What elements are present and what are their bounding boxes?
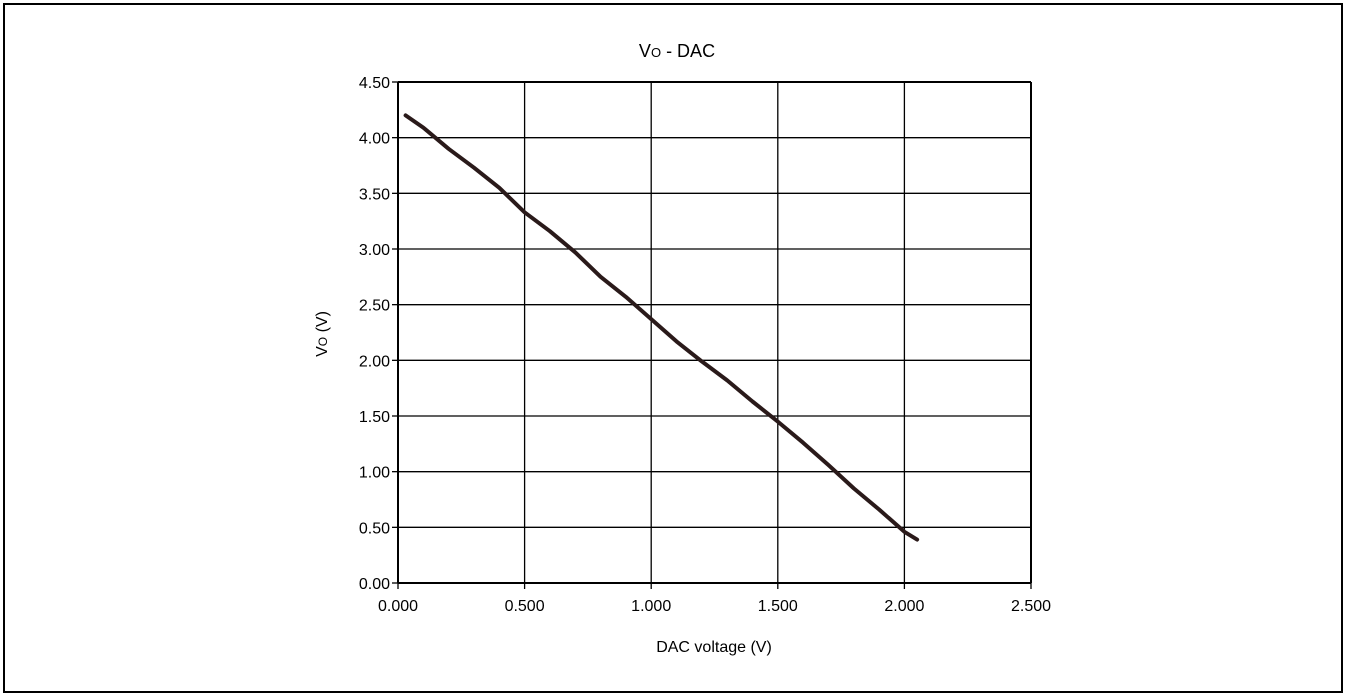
title-subscript: O [651,45,661,60]
y-tick-label: 1.50 [359,409,390,426]
x-axis-ticks: 0.000 0.500 1.000 1.500 2.000 2.500 [378,583,1051,615]
y-tick-label: 1.00 [359,465,390,482]
y-axis-ticks: 0.00 0.50 1.00 1.50 2.00 2.50 3.00 3.50 4.00 4.50 [359,75,398,593]
plot-area [403,113,920,542]
chart: VO - DAC 0.000 0.500 1.000 1.500 2.000 2.500 … [314,41,1051,656]
y-tick-label: 2.50 [359,298,390,315]
chart-title: VO - DAC [639,41,715,61]
x-tick-label: 0.000 [378,598,418,615]
y-axis-title-subscript: O [316,337,330,346]
x-tick-label: 2.000 [884,598,924,615]
title-rest: - DAC [661,41,715,61]
series-line-0 [403,113,920,542]
x-tick-label: 2.500 [1011,598,1051,615]
y-axis-title-rest: (V) [314,311,331,337]
x-tick-label: 1.500 [758,598,798,615]
x-tick-label: 0.500 [505,598,545,615]
title-main: V [639,41,651,61]
grid [397,81,1032,584]
y-tick-label: 4.00 [359,131,390,148]
y-tick-label: 0.00 [359,576,390,593]
y-tick-label: 4.50 [359,75,390,92]
y-tick-label: 3.50 [359,186,390,203]
x-axis-title: DAC voltage (V) [656,639,772,656]
x-tick-label: 1.000 [631,598,671,615]
y-axis-title-main: V [314,346,331,357]
y-axis-title: VO (V) [314,311,331,357]
y-tick-label: 2.00 [359,353,390,370]
y-tick-label: 3.00 [359,242,390,259]
y-tick-label: 0.50 [359,520,390,537]
